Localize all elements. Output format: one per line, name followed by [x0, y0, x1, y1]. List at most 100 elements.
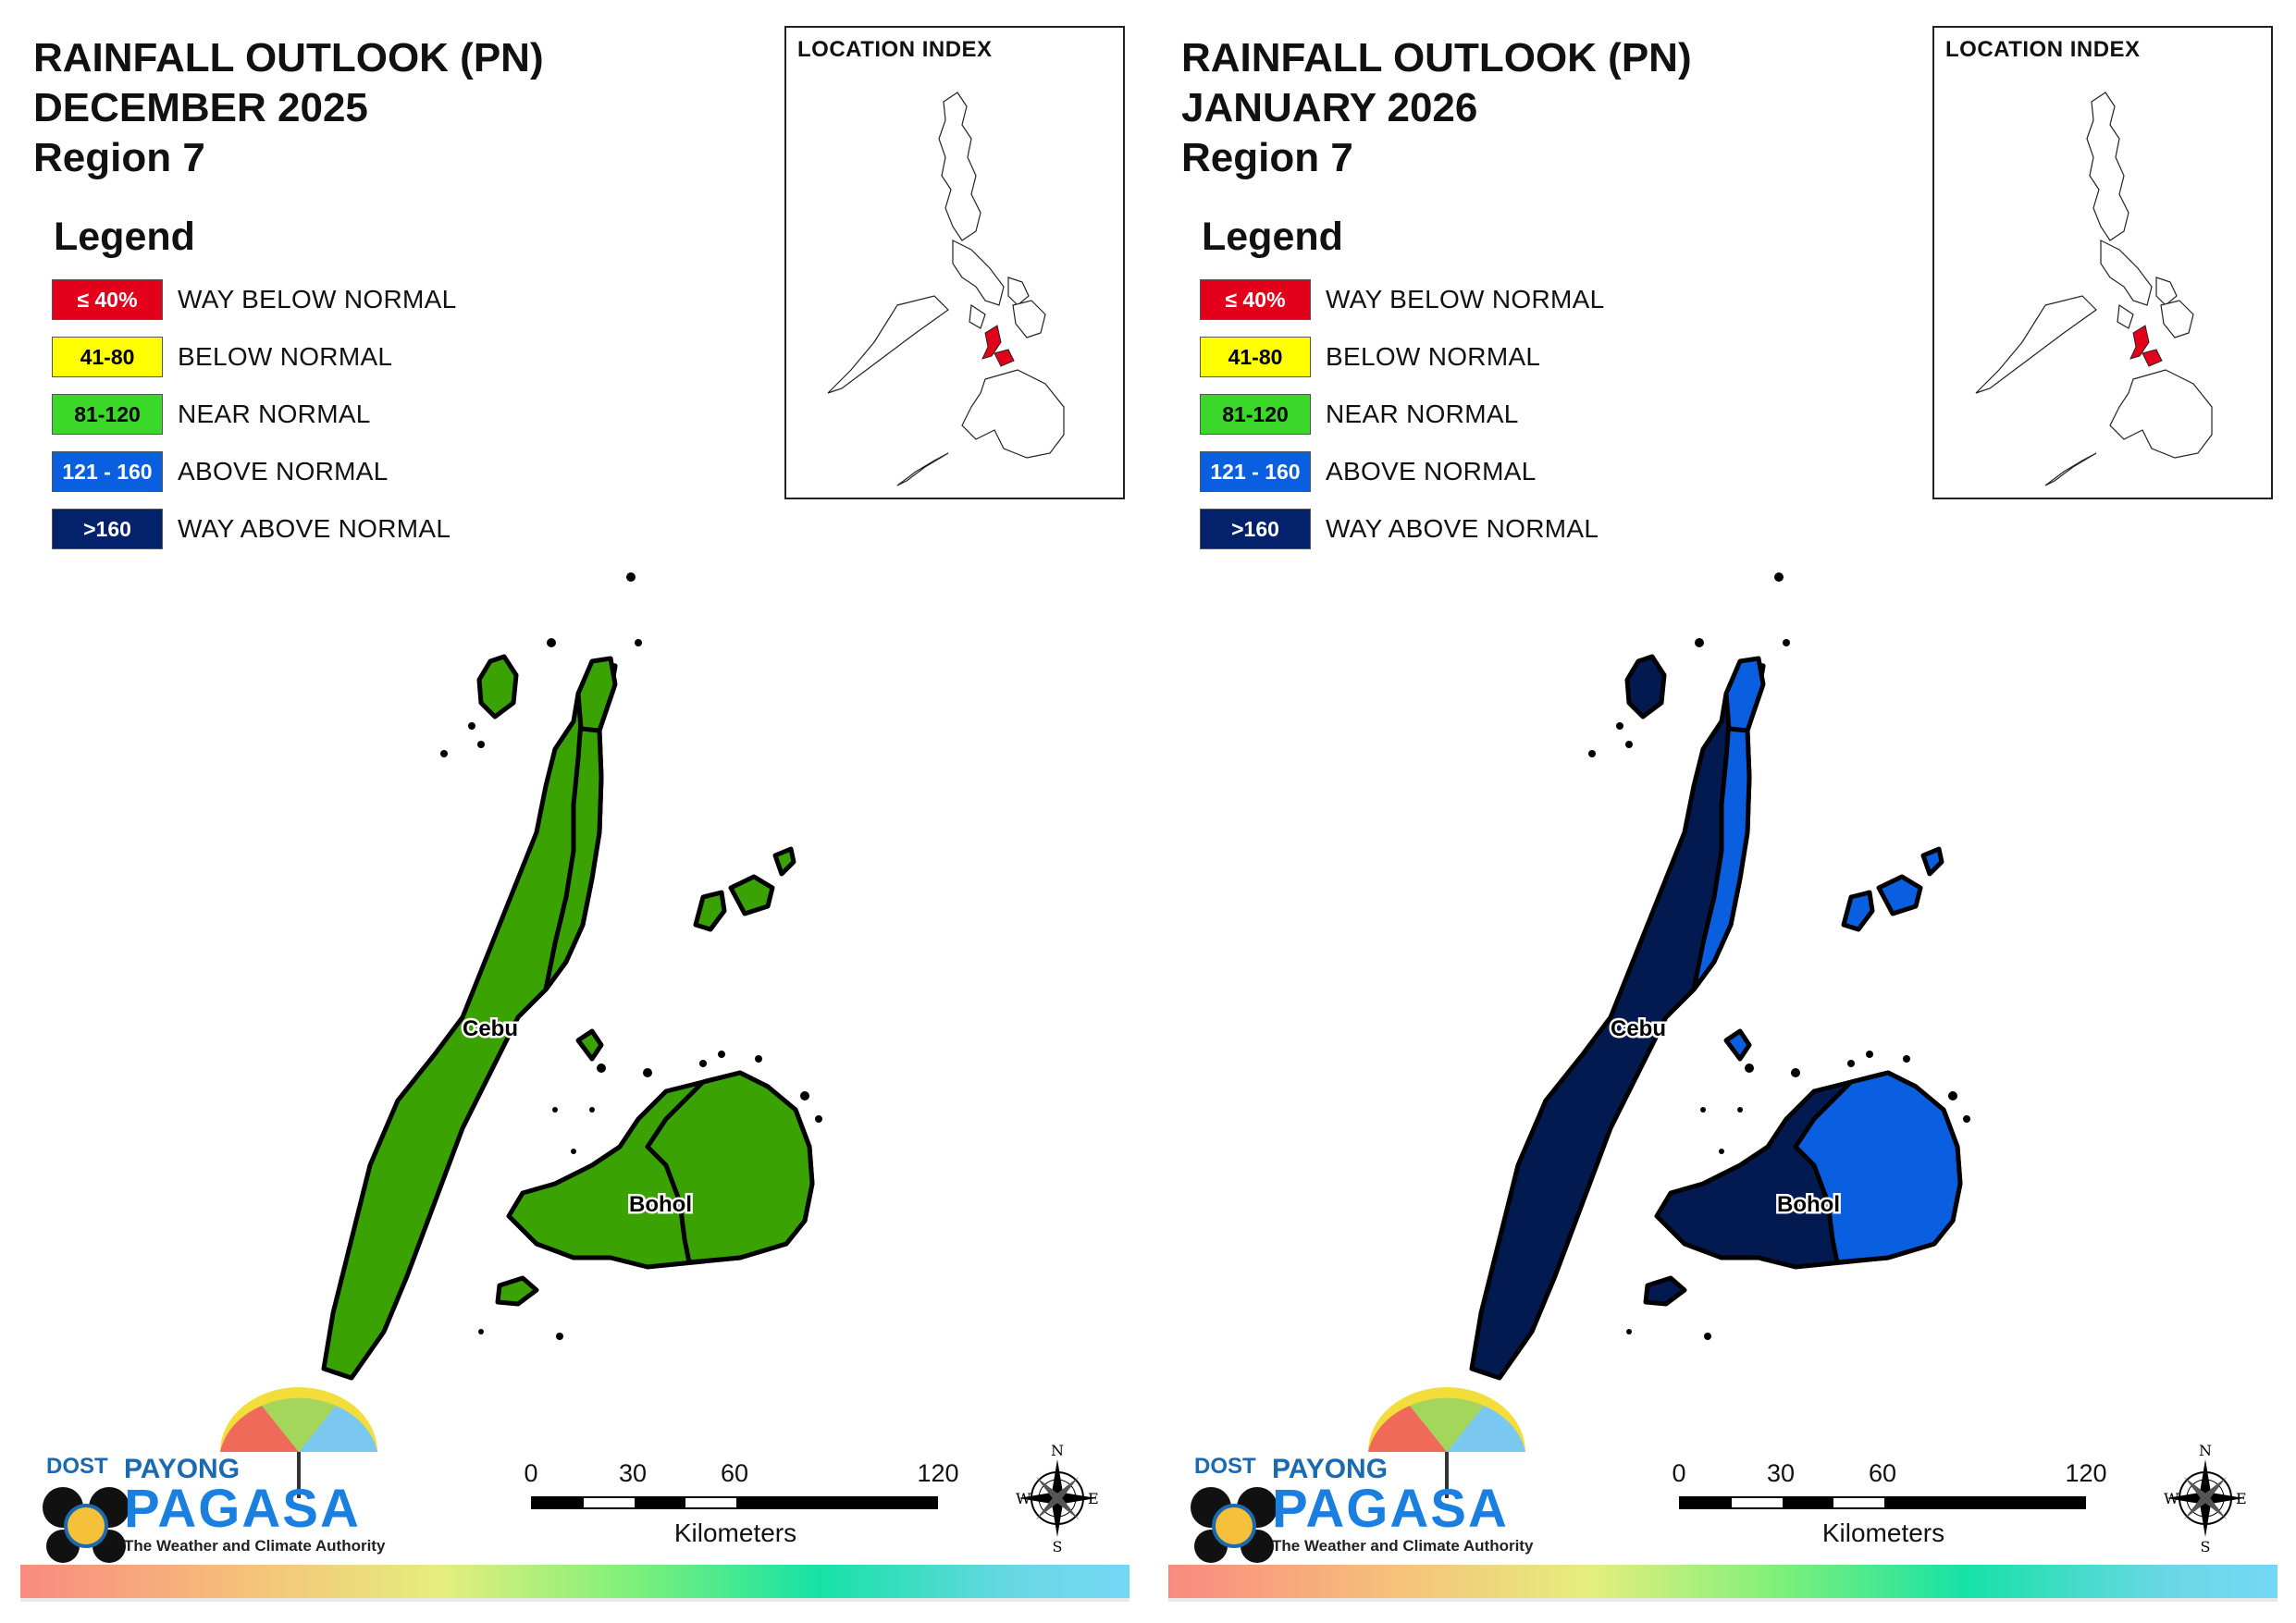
legend-item: 81-120 NEAR NORMAL [52, 394, 371, 435]
scale-unit: Kilometers [673, 1518, 797, 1547]
region-7-map: Cebu Bohol [321, 572, 822, 1381]
bantayan-island [1624, 654, 1667, 719]
map-title: RAINFALL OUTLOOK (PN) JANUARY 2026 Regio… [1181, 33, 1692, 183]
bohol-east-zone [645, 1070, 815, 1265]
legend-label: WAY BELOW NORMAL [1326, 285, 1605, 314]
scale-tick-60: 60 [1868, 1459, 1897, 1487]
title-line-3: Region 7 [33, 135, 205, 180]
legend-label: WAY ABOVE NORMAL [1326, 514, 1599, 543]
compass-w: W [2164, 1490, 2179, 1507]
legend-swatch: 121 - 160 [52, 451, 163, 492]
legend-item: >160 WAY ABOVE NORMAL [52, 509, 451, 549]
rainbow-footer-bar [1168, 1565, 2277, 1598]
siquijor-island [495, 1275, 539, 1307]
payong-pagasa-logo: DOST PAYONG PAGASA The Weather and Clima… [35, 1387, 387, 1563]
umbrella-logo-icon [43, 1387, 377, 1563]
umbrella-logo-icon [1191, 1387, 1525, 1563]
legend-swatch: 81-120 [1200, 394, 1311, 435]
title-line-2: JANUARY 2026 [1181, 85, 1478, 130]
cebu-north-island [1723, 656, 1766, 733]
legend-label: BELOW NORMAL [178, 342, 393, 371]
compass-w: W [1016, 1490, 1031, 1507]
footer-line [20, 1598, 1129, 1602]
siquijor-island [1643, 1275, 1687, 1307]
legend-label: BELOW NORMAL [1326, 342, 1541, 371]
compass-n: N [2199, 1443, 2212, 1459]
compass-s: S [1053, 1538, 1063, 1554]
bohol-label: Bohol [629, 1192, 692, 1217]
legend-item: 121 - 160 ABOVE NORMAL [52, 451, 389, 492]
legend-swatch: 41-80 [52, 337, 163, 377]
legend-swatch: 81-120 [52, 394, 163, 435]
legend-label: WAY ABOVE NORMAL [178, 514, 451, 543]
legend-swatch: ≤ 40% [1200, 279, 1311, 320]
legend-label: NEAR NORMAL [1326, 400, 1519, 428]
olango-island [1723, 1028, 1752, 1062]
cebu-label: Cebu [463, 1016, 518, 1041]
legend-swatch: >160 [1200, 509, 1311, 549]
logo-payong: PAYONG [124, 1454, 241, 1484]
legend-item: 121 - 160 ABOVE NORMAL [1200, 451, 1537, 492]
camotes-island-3 [1920, 846, 1944, 877]
footer-line [1168, 1598, 2277, 1602]
legend-swatch: >160 [52, 509, 163, 549]
legend-label: WAY BELOW NORMAL [178, 285, 457, 314]
region-7-highlight [981, 325, 1002, 360]
outlook-panel-december: RAINFALL OUTLOOK (PN) DECEMBER 2025 Regi… [20, 26, 1129, 1602]
scale-tick-0: 0 [524, 1459, 538, 1487]
philippines-index-map [1975, 92, 2213, 486]
scale-bar: 0 30 60 120 Kilometers [1666, 1459, 2119, 1561]
title-line-1: RAINFALL OUTLOOK (PN) [1181, 35, 1692, 80]
scale-bar-graphic [1679, 1496, 2086, 1509]
location-index: LOCATION INDEX [784, 26, 1125, 499]
logo-payong: PAYONG [1272, 1454, 1389, 1484]
scale-tick-30: 30 [1766, 1459, 1796, 1487]
compass-e: E [1088, 1490, 1099, 1507]
legend-item: >160 WAY ABOVE NORMAL [1200, 509, 1599, 549]
logo-tagline: The Weather and Climate Authority [1272, 1537, 1534, 1555]
scale-unit: Kilometers [1821, 1518, 1945, 1547]
location-index: LOCATION INDEX [1932, 26, 2273, 499]
legend-label: ABOVE NORMAL [178, 457, 389, 486]
cebu-label: Cebu [1611, 1016, 1666, 1041]
bantayan-island [476, 654, 519, 719]
location-index-title: LOCATION INDEX [1945, 37, 2141, 62]
map-title: RAINFALL OUTLOOK (PN) DECEMBER 2025 Regi… [33, 33, 544, 183]
region-7-map: Cebu Bohol [1469, 572, 1970, 1381]
outlook-panel-january: RAINFALL OUTLOOK (PN) JANUARY 2026 Regio… [1148, 0, 2296, 1623]
rainbow-footer-bar [20, 1565, 1129, 1598]
title-line-3: Region 7 [1181, 135, 1353, 180]
compass-e: E [2236, 1490, 2247, 1507]
legend-item: 41-80 BELOW NORMAL [52, 337, 392, 377]
camotes-island-1 [728, 874, 775, 916]
scale-bar-graphic [531, 1496, 938, 1509]
scale-tick-0: 0 [1672, 1459, 1686, 1487]
logo-pagasa: PAGASA [1272, 1479, 1509, 1539]
compass-n: N [1051, 1443, 1064, 1459]
camotes-island-1 [1876, 874, 1923, 916]
legend-swatch: 41-80 [1200, 337, 1311, 377]
region-7-highlight [2129, 325, 2150, 360]
cebu-north-island [575, 656, 618, 733]
compass-rose-icon: N S W E [1016, 1442, 1099, 1555]
scale-tick-30: 30 [618, 1459, 648, 1487]
camotes-island-3 [772, 846, 796, 877]
bohol-east-zone [1793, 1070, 1963, 1265]
legend-item: 41-80 BELOW NORMAL [1200, 337, 1540, 377]
scale-tick-120: 120 [2065, 1459, 2107, 1487]
legend-title: Legend [54, 215, 195, 259]
camotes-island-2 [1841, 890, 1875, 932]
scale-tick-120: 120 [917, 1459, 959, 1487]
legend-swatch: 121 - 160 [1200, 451, 1311, 492]
logo-tagline: The Weather and Climate Authority [124, 1537, 386, 1555]
legend-title: Legend [1202, 215, 1343, 259]
scale-bar: 0 30 60 120 Kilometers [518, 1459, 971, 1561]
payong-pagasa-logo: DOST PAYONG PAGASA The Weather and Clima… [1183, 1387, 1535, 1563]
bohol-label: Bohol [1777, 1192, 1840, 1217]
legend-label: NEAR NORMAL [178, 400, 371, 428]
legend-label: ABOVE NORMAL [1326, 457, 1537, 486]
camotes-island-2 [693, 890, 727, 932]
title-line-1: RAINFALL OUTLOOK (PN) [33, 35, 544, 80]
title-line-2: DECEMBER 2025 [33, 85, 368, 130]
legend-item: ≤ 40% WAY BELOW NORMAL [52, 279, 456, 320]
